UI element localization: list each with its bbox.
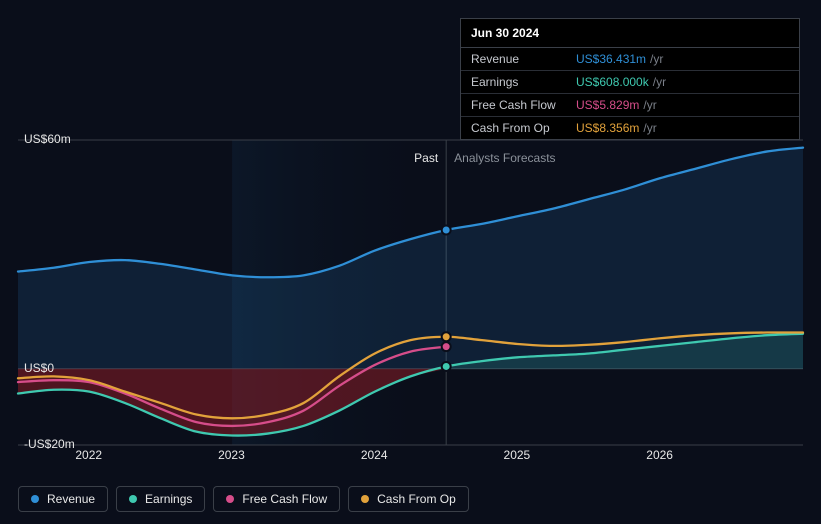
tooltip-row: EarningsUS$608.000k/yr <box>461 71 799 94</box>
tooltip-unit: /yr <box>643 121 656 135</box>
financial-chart: Jun 30 2024 RevenueUS$36.431m/yrEarnings… <box>0 0 821 524</box>
marker-free-cash-flow <box>442 342 451 351</box>
legend-label: Cash From Op <box>377 492 456 506</box>
legend-dot-icon <box>361 495 369 503</box>
x-axis-label: 2024 <box>361 448 388 462</box>
forecast-label: Analysts Forecasts <box>454 151 555 165</box>
legend-label: Earnings <box>145 492 192 506</box>
x-axis-label: 2023 <box>218 448 245 462</box>
tooltip-label: Cash From Op <box>471 121 576 135</box>
tooltip-label: Revenue <box>471 52 576 66</box>
tooltip-value: US$608.000k <box>576 75 649 89</box>
legend-label: Revenue <box>47 492 95 506</box>
legend-label: Free Cash Flow <box>242 492 327 506</box>
tooltip-label: Free Cash Flow <box>471 98 576 112</box>
legend-item-cash-from-op[interactable]: Cash From Op <box>348 486 469 512</box>
legend-item-free-cash-flow[interactable]: Free Cash Flow <box>213 486 340 512</box>
legend-dot-icon <box>129 495 137 503</box>
tooltip-unit: /yr <box>653 75 666 89</box>
legend-dot-icon <box>226 495 234 503</box>
y-axis-label: US$60m <box>24 132 71 146</box>
y-axis-label: US$0 <box>24 361 54 375</box>
past-label: Past <box>414 151 438 165</box>
x-axis-label: 2022 <box>75 448 102 462</box>
legend-item-revenue[interactable]: Revenue <box>18 486 108 512</box>
legend-dot-icon <box>31 495 39 503</box>
marker-revenue <box>442 225 451 234</box>
tooltip-value: US$5.829m <box>576 98 639 112</box>
legend-item-earnings[interactable]: Earnings <box>116 486 205 512</box>
legend: Revenue Earnings Free Cash Flow Cash From O… <box>18 486 469 512</box>
tooltip-row: RevenueUS$36.431m/yr <box>461 48 799 71</box>
x-axis-label: 2025 <box>504 448 531 462</box>
tooltip-value: US$36.431m <box>576 52 646 66</box>
tooltip-title: Jun 30 2024 <box>461 19 799 48</box>
marker-cash-from-op <box>442 332 451 341</box>
marker-earnings <box>442 362 451 371</box>
tooltip-label: Earnings <box>471 75 576 89</box>
hover-tooltip: Jun 30 2024 RevenueUS$36.431m/yrEarnings… <box>460 18 800 140</box>
tooltip-row: Free Cash FlowUS$5.829m/yr <box>461 94 799 117</box>
y-axis-label: -US$20m <box>24 437 75 451</box>
tooltip-row: Cash From OpUS$8.356m/yr <box>461 117 799 139</box>
x-axis-label: 2026 <box>646 448 673 462</box>
tooltip-unit: /yr <box>643 98 656 112</box>
tooltip-rows: RevenueUS$36.431m/yrEarningsUS$608.000k/… <box>461 48 799 139</box>
tooltip-unit: /yr <box>650 52 663 66</box>
tooltip-value: US$8.356m <box>576 121 639 135</box>
